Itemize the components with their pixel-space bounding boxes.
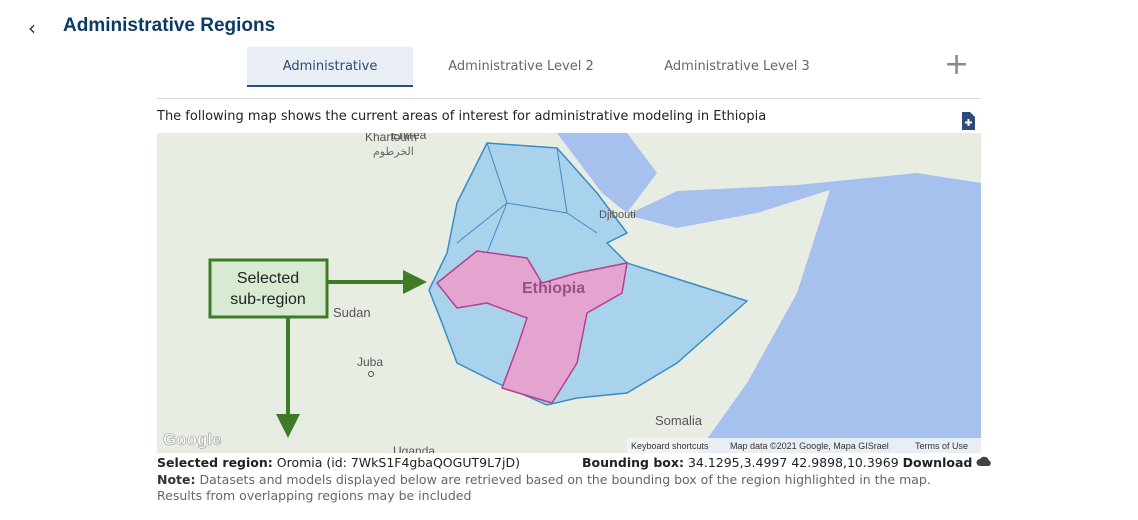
value: Oromia (id: 7WkS1F4gbaQOGUT9L7jD) [276,455,520,470]
add-document-icon[interactable] [961,112,975,130]
map-label: Uganda [393,444,435,453]
value: 34.1295,3.4997 42.9898,10.3969 [687,455,899,470]
annotation-text: Selected [237,270,299,287]
map-label: Juba [357,355,383,369]
google-logo: Google [163,430,222,449]
map-label: Sudan [333,305,371,320]
description: The following map shows the current area… [157,109,767,124]
label: Note: [157,472,196,487]
label: Bounding box: [582,455,684,470]
cloud-icon[interactable] [976,456,992,467]
map-label: Khartoum [365,133,417,144]
tab[interactable]: Administrative [247,47,413,87]
city-marker [368,371,374,377]
map-label: الخرطوم [373,146,414,158]
map-attribution[interactable]: Keyboard shortcuts [631,441,709,451]
tab[interactable]: Administrative Level 2 [448,59,594,74]
map-label: Djibouti [599,209,636,221]
tab[interactable]: Administrative Level 3 [664,59,810,74]
divider [157,98,981,99]
annotation-text: sub-region [230,291,306,308]
note: Note: Datasets and models displayed belo… [157,472,967,504]
annotation-box [208,258,329,319]
back-button[interactable]: ‹ [28,16,36,40]
download-link[interactable]: Download [902,455,973,470]
map-label: Eritrea [391,133,427,142]
page-title: Administrative Regions [63,15,276,36]
map-attribution: Map data ©2021 Google, Mapa GISrael [730,441,889,451]
add-tab[interactable]: + [944,47,970,82]
map[interactable]: Eritrea Khartoum الخرطوم Djibouti Ethiop… [157,133,981,453]
map-label: Somalia [655,413,703,428]
bounding-box: Bounding box: 34.1295,3.4997 42.9898,10.… [582,455,992,470]
map-label: Ethiopia [522,280,585,297]
label: Selected region: [157,455,273,470]
selected-region: Selected region: Oromia (id: 7WkS1F4gbaQ… [157,455,520,470]
value: Datasets and models displayed below are … [157,472,931,503]
map-attribution[interactable]: Terms of Use [915,441,968,451]
